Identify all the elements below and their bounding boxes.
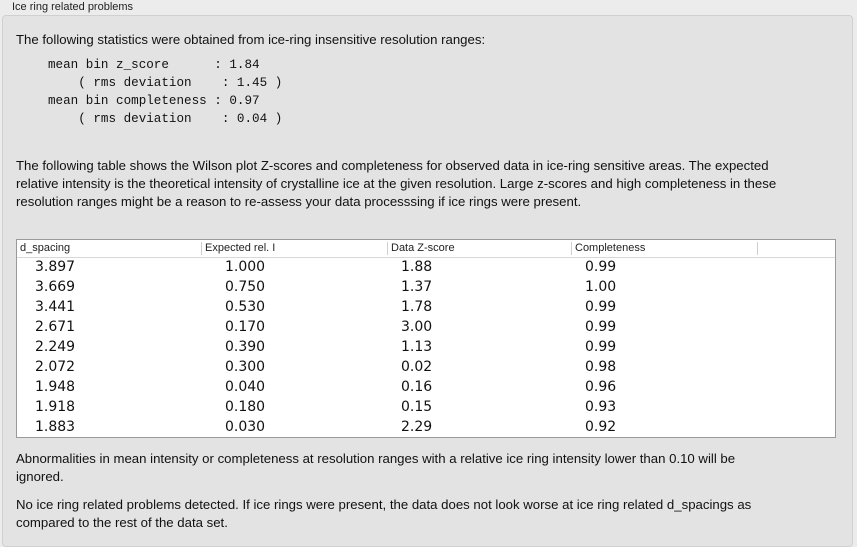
table-row[interactable]: 2.671 0.170 3.00 0.99: [17, 318, 835, 338]
table-row[interactable]: 2.072 0.300 0.02 0.98: [17, 358, 835, 378]
cell-data-z-score: 3.00: [401, 319, 433, 335]
intro-text: The following statistics were obtained f…: [16, 32, 486, 47]
table-row[interactable]: 2.249 0.390 1.13 0.99: [17, 338, 835, 358]
cell-completeness: 0.99: [585, 319, 617, 335]
cell-completeness: 0.99: [585, 339, 617, 355]
cell-completeness: 0.96: [585, 379, 617, 395]
cell-data-z-score: 1.78: [401, 299, 433, 315]
cell-expected-rel-i: 0.180: [225, 399, 266, 415]
cell-completeness: 0.92: [585, 419, 617, 435]
table-intro-text: The following table shows the Wilson plo…: [16, 158, 777, 209]
table-row[interactable]: 1.918 0.180 0.15 0.93: [17, 398, 835, 418]
column-header-data-z-score[interactable]: Data Z-score: [387, 242, 455, 255]
cell-expected-rel-i: 0.300: [225, 359, 266, 375]
cell-completeness: 0.93: [585, 399, 617, 415]
cell-d-spacing: 1.883: [35, 419, 76, 435]
cell-data-z-score: 1.88: [401, 259, 433, 275]
cell-d-spacing: 2.249: [35, 339, 76, 355]
table-row[interactable]: 3.669 0.750 1.37 1.00: [17, 278, 835, 298]
cell-completeness: 0.99: [585, 259, 617, 275]
column-header-completeness[interactable]: Completeness: [571, 242, 645, 255]
table-row[interactable]: 1.948 0.040 0.16 0.96: [17, 378, 835, 398]
cell-data-z-score: 2.29: [401, 419, 433, 435]
cell-d-spacing: 1.918: [35, 399, 76, 415]
cell-completeness: 0.98: [585, 359, 617, 375]
statistics-block: mean bin z_score : 1.84 ( rms deviation …: [48, 58, 283, 126]
column-header-d-spacing[interactable]: d_spacing: [20, 242, 71, 254]
cell-data-z-score: 0.02: [401, 359, 433, 375]
cell-d-spacing: 1.948: [35, 379, 76, 395]
cell-d-spacing: 2.072: [35, 359, 76, 375]
column-header-expected-rel-i[interactable]: Expected rel. I: [201, 242, 275, 255]
cell-d-spacing: 2.671: [35, 319, 76, 335]
cell-expected-rel-i: 0.750: [225, 279, 266, 295]
table-header: d_spacing Expected rel. I Data Z-score C…: [17, 240, 835, 258]
cell-data-z-score: 0.16: [401, 379, 433, 395]
cell-expected-rel-i: 0.170: [225, 319, 266, 335]
column-header-empty: [757, 242, 761, 255]
table-row[interactable]: 3.441 0.530 1.78 0.99: [17, 298, 835, 318]
cell-data-z-score: 0.15: [401, 399, 433, 415]
cell-expected-rel-i: 0.040: [225, 379, 266, 395]
cell-d-spacing: 3.669: [35, 279, 76, 295]
cell-d-spacing: 3.897: [35, 259, 76, 275]
cell-data-z-score: 1.37: [401, 279, 433, 295]
group-title: Ice ring related problems: [12, 1, 134, 13]
cell-d-spacing: 3.441: [35, 299, 76, 315]
table-row[interactable]: 3.897 1.000 1.88 0.99: [17, 258, 835, 278]
cell-expected-rel-i: 1.000: [225, 259, 266, 275]
table-row[interactable]: 1.883 0.030 2.29 0.92: [17, 418, 835, 438]
cell-expected-rel-i: 0.030: [225, 419, 266, 435]
cell-data-z-score: 1.13: [401, 339, 433, 355]
cell-completeness: 1.00: [585, 279, 617, 295]
conclusion-text: No ice ring related problems detected. I…: [16, 497, 752, 530]
ice-ring-table[interactable]: d_spacing Expected rel. I Data Z-score C…: [16, 239, 836, 438]
cell-completeness: 0.99: [585, 299, 617, 315]
cell-expected-rel-i: 0.390: [225, 339, 266, 355]
note-text: Abnormalities in mean intensity or compl…: [16, 451, 736, 484]
cell-expected-rel-i: 0.530: [225, 299, 266, 315]
